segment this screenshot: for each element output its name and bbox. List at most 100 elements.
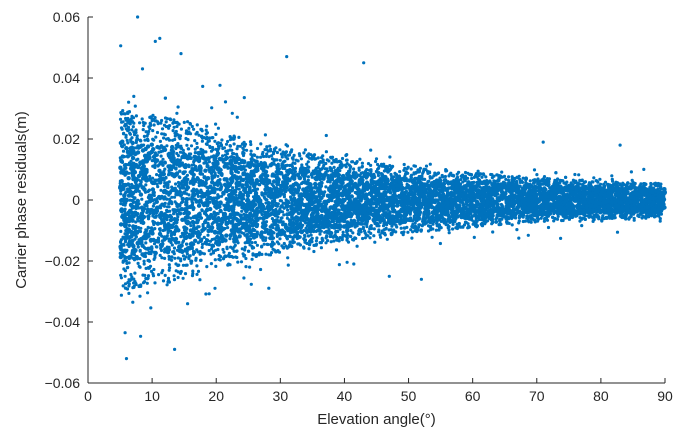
data-point [345,236,349,240]
data-point [176,275,180,280]
data-point [123,112,127,116]
data-point [145,281,149,285]
data-point [502,174,507,178]
data-point [238,144,242,148]
data-point [374,157,379,161]
data-point [274,146,278,150]
data-point [303,148,307,152]
data-point [539,216,543,220]
data-point [199,147,203,151]
data-point [463,170,468,175]
data-point [288,243,292,247]
data-point [377,230,381,234]
data-point [422,168,426,172]
data-point [398,170,402,174]
data-point [602,183,606,187]
data-point [204,128,208,132]
data-point [155,130,160,135]
data-point [266,242,270,247]
data-point [414,171,418,175]
data-point [426,180,430,184]
data-point [417,169,422,173]
data-point [298,154,302,158]
data-point [470,176,474,180]
data-point [199,127,203,131]
data-point [385,164,389,169]
data-point [243,241,247,245]
data-point [268,144,272,148]
data-point [135,134,139,138]
data-point [124,259,128,263]
data-point [119,202,123,206]
data-point [207,249,211,253]
data-point [401,231,405,235]
data-point [213,286,217,290]
data-point [358,227,362,231]
data-point [595,179,599,183]
data-point [338,163,342,167]
data-point [242,276,246,280]
data-point [255,155,259,159]
data-point [265,145,269,149]
data-point [441,175,445,179]
data-point [333,234,337,238]
data-point [270,243,274,247]
data-point [119,273,123,277]
data-point [412,164,416,168]
data-point [290,156,294,160]
data-point [237,135,241,139]
data-point [341,233,345,237]
data-point [142,123,146,128]
data-point [241,146,245,150]
data-point [287,153,292,157]
data-point [321,166,325,170]
data-point [118,117,123,121]
data-point [152,267,156,272]
data-point [211,136,215,140]
data-point [291,238,295,242]
data-point [264,154,268,158]
data-point [310,156,314,161]
data-point [127,282,131,286]
data-point [167,268,171,272]
data-point [281,201,285,205]
data-point [223,100,228,104]
data-point [175,132,179,136]
data-point [167,257,171,261]
data-point [297,235,301,239]
data-point [321,238,325,243]
data-point [380,164,384,168]
data-point [146,226,151,230]
data-point [434,173,438,177]
data-point [130,275,134,279]
data-point [299,157,303,161]
data-point [260,252,264,256]
data-point [214,264,218,268]
data-point [329,240,333,244]
data-point [652,215,657,219]
data-point [147,266,151,270]
data-point [156,236,161,241]
data-point [224,197,228,201]
data-point [259,267,263,272]
data-point [394,230,398,234]
data-point [132,133,137,137]
data-point [314,239,318,243]
data-point [215,142,219,146]
data-point [507,175,511,179]
data-point [134,114,138,118]
data-point [152,123,156,127]
data-point [127,100,131,104]
data-point [352,167,356,171]
data-point [164,120,168,124]
data-point [279,199,283,203]
data-point [186,138,190,142]
data-point [162,132,166,136]
data-point [271,226,275,230]
data-point [235,115,239,119]
data-point [528,214,532,218]
data-point [216,174,220,178]
data-point [207,242,211,247]
data-point [307,165,311,169]
data-point [187,165,191,169]
